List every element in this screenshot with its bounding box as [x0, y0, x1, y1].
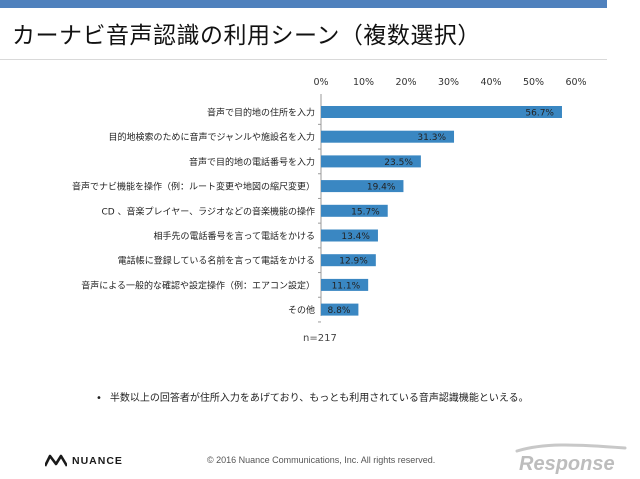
category-label: その他: [288, 304, 315, 316]
summary-note-text: 半数以上の回答者が住所入力をあげており、もっとも利用されている音声認識機能といえ…: [109, 393, 529, 404]
data-label: 31.3%: [417, 133, 446, 143]
x-tick-label: 30%: [438, 77, 459, 88]
category-label: 音声で目的地の住所を入力: [207, 107, 315, 119]
x-tick-label: 40%: [480, 77, 501, 88]
x-tick-label: 10%: [353, 77, 374, 88]
category-label: 電話帳に登録している名前を言って電話をかける: [118, 255, 315, 267]
x-tick-label: 0%: [313, 77, 328, 88]
logo-wordmark: NUANCE: [72, 455, 123, 467]
data-label: 19.4%: [367, 183, 396, 193]
watermark-text: Response: [519, 453, 615, 475]
page-title: カーナビ音声認識の利用シーン（複数選択）: [12, 23, 481, 49]
summary-note: • 半数以上の回答者が住所入力をあげており、もっとも利用されている音声認識機能とい…: [96, 389, 529, 404]
bar: [321, 278, 369, 291]
data-label: 56.7%: [525, 109, 554, 119]
x-tick-label: 50%: [523, 77, 544, 88]
sample-size-label: n=217: [303, 333, 337, 344]
data-label: 23.5%: [384, 158, 413, 168]
category-label: 音声でナビ機能を操作（例：ルート変更や地図の縮尺変更）: [72, 181, 315, 193]
data-label: 11.1%: [332, 281, 361, 291]
data-label: 12.9%: [339, 257, 368, 267]
bullet-icon: •: [96, 393, 102, 404]
bar: [321, 180, 404, 193]
category-label: 目的地検索のために音声でジャンルや施設名を入力: [108, 131, 315, 143]
top-accent-bar: [0, 0, 607, 8]
x-tick-label: 60%: [565, 77, 586, 88]
bar: [321, 204, 388, 217]
data-label: 15.7%: [351, 207, 380, 217]
data-label: 13.4%: [341, 232, 370, 242]
title-divider: [0, 59, 607, 60]
x-tick-label: 20%: [395, 77, 416, 88]
category-label: 相手先の電話番号を言って電話をかける: [153, 230, 315, 242]
bar: [321, 303, 359, 316]
category-label: CD 、音楽プレイヤー、ラジオなどの音楽機能の操作: [101, 205, 315, 217]
bar: [321, 155, 421, 168]
category-label: 音声で目的地の電話番号を入力: [189, 156, 315, 168]
data-label: 8.8%: [328, 306, 351, 316]
nuance-logo: NUANCE: [45, 450, 123, 472]
category-label: 音声による一般的な確認や設定操作（例：エアコン設定）: [81, 279, 315, 291]
response-watermark: Response: [515, 443, 627, 475]
bar-chart: 0% 10% 20% 30% 40% 50% 60% 音声で目的地の住所を入力 56.7% 目的地…: [72, 77, 587, 323]
bar: [321, 106, 562, 118]
nuance-mark-icon: [45, 454, 67, 467]
bar: [321, 130, 455, 143]
bar: [321, 229, 378, 242]
bar: [321, 254, 376, 267]
copyright-text: © 2016 Nuance Communications, Inc. All r…: [207, 455, 436, 465]
